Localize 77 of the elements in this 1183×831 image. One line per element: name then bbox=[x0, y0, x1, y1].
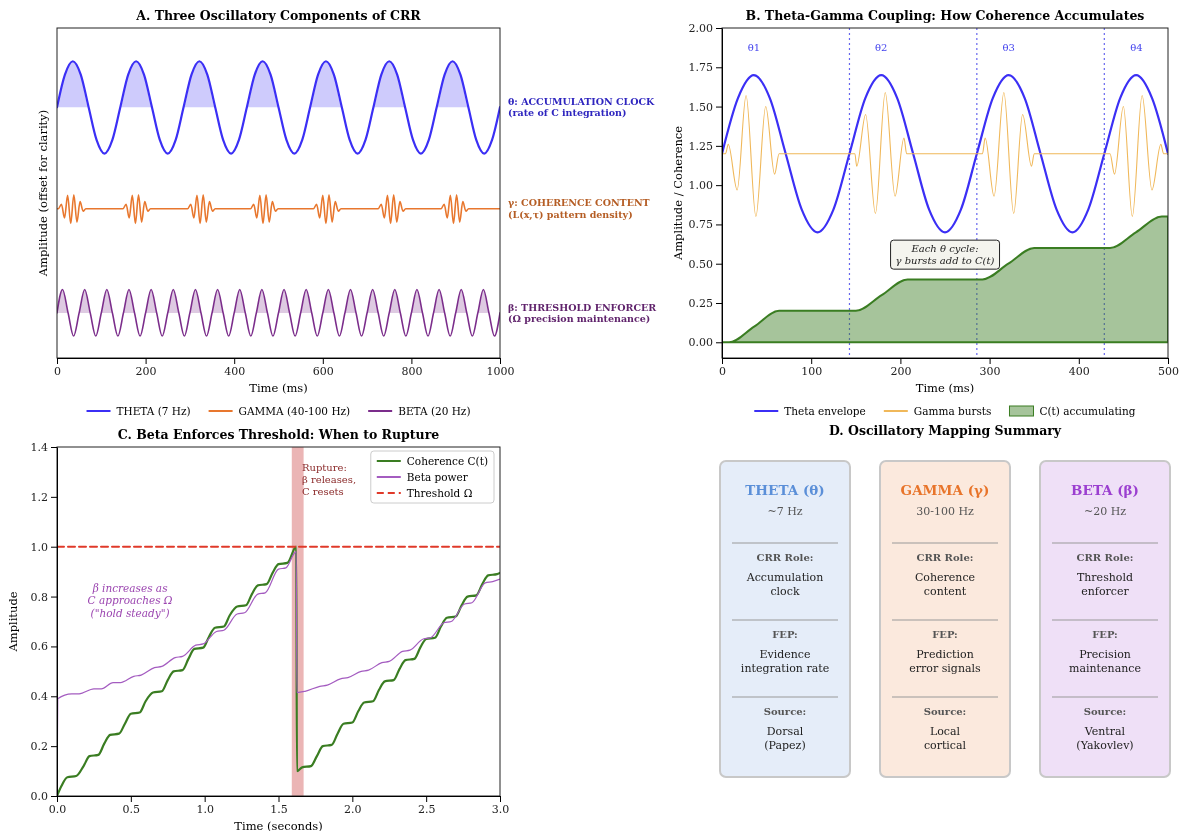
category-label: THETA (θ) bbox=[745, 482, 825, 498]
x-axis-title: Time (ms) bbox=[249, 381, 308, 395]
x-tick-label: 0 bbox=[719, 364, 726, 378]
annotation: θ1 bbox=[747, 41, 761, 53]
y-tick-label: 1.25 bbox=[688, 139, 713, 153]
x-tick-label: 400 bbox=[224, 364, 246, 378]
legend-label: Coherence C(t) bbox=[406, 455, 488, 467]
x-axis-title: Time (seconds) bbox=[234, 819, 323, 831]
annotation: β increases as C approaches Ω ("hold steady") bbox=[87, 581, 173, 619]
x-tick-label: 400 bbox=[1068, 364, 1090, 378]
legend-label: BETA (20 Hz) bbox=[398, 405, 471, 417]
category-label: GAMMA (γ) bbox=[900, 482, 990, 498]
legend-label: Theta envelope bbox=[784, 405, 866, 417]
source-note: Source: bbox=[1083, 706, 1127, 717]
summary-card: GAMMA (γ) 30-100 Hz CRR Role: Coherence content FEP: Prediction error signals Source: Local cortical bbox=[879, 460, 1011, 778]
line-series bbox=[722, 74, 1168, 234]
source-note: Source: bbox=[923, 706, 967, 717]
x-tick-label: 100 bbox=[801, 364, 823, 378]
summary-card: THETA (θ) ~7 Hz CRR Role: Accumulation clock FEP: Evidence integration rate Source: Dorsal (Papez) bbox=[719, 460, 851, 778]
x-tick-label: 2.0 bbox=[344, 802, 362, 816]
y-tick-label: 2.00 bbox=[688, 22, 713, 36]
x-tick-label: 0.5 bbox=[122, 802, 141, 816]
y-tick-label: 0.6 bbox=[30, 640, 48, 654]
x-tick-label: 1000 bbox=[486, 364, 515, 378]
y-axis-title: Amplitude (offset for clarity) bbox=[36, 109, 50, 278]
y-tick-label: 0.0 bbox=[30, 790, 48, 804]
text: θ: ACCUMULATION CLOCK (rate of C integration) bbox=[508, 95, 656, 119]
y-tick-label: 0.00 bbox=[688, 336, 713, 350]
x-tick-label: 0.0 bbox=[48, 802, 67, 816]
y-tick-label: 1.2 bbox=[30, 490, 48, 504]
annotation: Each θ cycle: γ bursts add to C(t) bbox=[895, 243, 995, 267]
text: β: THRESHOLD ENFORCER (Ω precision maintenance) bbox=[508, 301, 657, 324]
callout-box: Each θ cycle: γ bursts add to C(t) bbox=[890, 239, 1001, 270]
y-tick-label: 0.25 bbox=[688, 297, 713, 311]
category-label: BETA (β) bbox=[1071, 482, 1139, 498]
x-axis-title: Time (ms) bbox=[915, 381, 975, 395]
x-tick-label: 500 bbox=[1158, 364, 1179, 378]
y-tick-label: 0.75 bbox=[688, 218, 713, 232]
chart-title: A. Three Oscillatory Components of CRR bbox=[135, 8, 422, 23]
x-tick-label: 600 bbox=[312, 364, 334, 378]
x-tick-label: 0 bbox=[54, 364, 61, 378]
x-tick-label: 200 bbox=[890, 364, 912, 378]
legend-label: C(t) accumulating bbox=[1039, 405, 1136, 417]
y-tick-label: 0.2 bbox=[30, 740, 48, 754]
y-tick-label: 1.75 bbox=[688, 61, 713, 75]
legend-label: THETA (7 Hz) bbox=[116, 405, 191, 417]
y-tick-label: 1.0 bbox=[30, 540, 48, 554]
x-tick-label: 2.5 bbox=[417, 802, 436, 816]
y-tick-label: 1.00 bbox=[688, 179, 713, 193]
chart-title: C. Beta Enforces Threshold: When to Rupture bbox=[117, 427, 440, 442]
text: γ: COHERENCE CONTENT (L(x,τ) pattern density) bbox=[508, 197, 650, 221]
annotation: Rupture: β releases, C resets bbox=[301, 461, 357, 497]
y-tick-label: 0.50 bbox=[688, 257, 713, 271]
legend-label: Threshold Ω bbox=[406, 487, 473, 499]
legend-label: Beta power bbox=[406, 471, 469, 483]
x-tick-label: 1.0 bbox=[196, 802, 214, 816]
text: D. Oscillatory Mapping Summary bbox=[828, 423, 1062, 438]
x-tick-label: 800 bbox=[401, 364, 423, 378]
chart-title: B. Theta-Gamma Coupling: How Coherence Accumulates bbox=[745, 8, 1145, 23]
y-tick-label: 0.4 bbox=[30, 690, 48, 704]
y-tick-label: 1.50 bbox=[688, 100, 713, 114]
y-axis-title: Amplitude / Coherence bbox=[671, 125, 685, 262]
annotation: θ4 bbox=[1130, 41, 1143, 53]
legend-label: Gamma bursts bbox=[913, 405, 992, 417]
source-note: Source: bbox=[763, 706, 807, 717]
x-tick-label: 200 bbox=[135, 364, 157, 378]
annotation: θ2 bbox=[875, 41, 888, 53]
y-tick-label: 1.4 bbox=[30, 441, 48, 455]
x-tick-label: 300 bbox=[979, 364, 1001, 378]
summary-card: BETA (β) ~20 Hz CRR Role: Threshold enforcer FEP: Precision maintenance Source: Ventral (Yakovlev) bbox=[1039, 460, 1171, 778]
annotation: θ3 bbox=[1002, 41, 1015, 53]
legend-label: GAMMA (40-100 Hz) bbox=[238, 405, 351, 417]
y-tick-label: 0.8 bbox=[30, 590, 48, 604]
line-series bbox=[722, 91, 1168, 218]
x-tick-label: 3.0 bbox=[491, 802, 510, 816]
x-tick-label: 1.5 bbox=[270, 802, 288, 816]
y-axis-title: Amplitude bbox=[6, 591, 20, 653]
